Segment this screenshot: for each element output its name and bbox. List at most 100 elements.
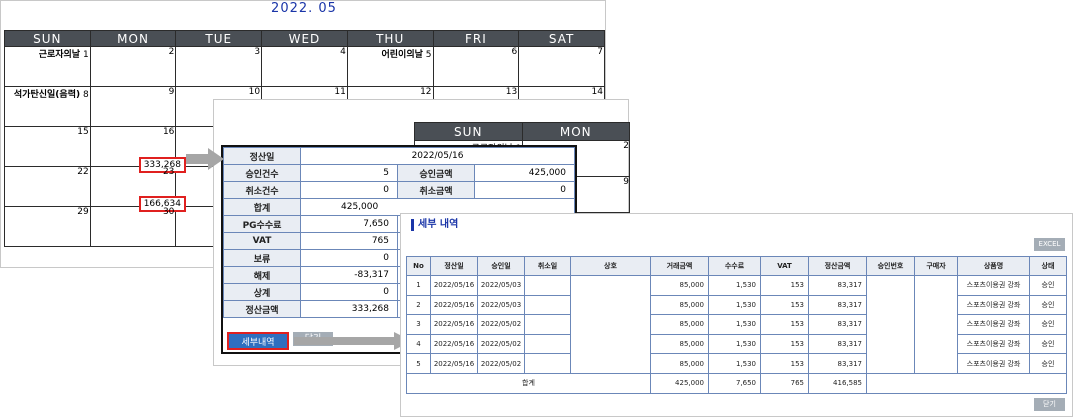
weekday-mon: MON xyxy=(90,31,176,47)
close-button[interactable]: 닫기 xyxy=(1034,398,1065,411)
approve-amount-label: 승인금액 xyxy=(398,165,475,182)
table-row: 5 2022/05/16 2022/05/02 85,000 1,530 153… xyxy=(407,354,1067,374)
day-cell[interactable]: 30 xyxy=(90,207,176,247)
excel-export-button[interactable]: EXCEL xyxy=(1034,238,1065,251)
release-value: -83,317 xyxy=(301,267,398,284)
column-header: 승인일 xyxy=(478,257,525,276)
column-header: 구매자 xyxy=(915,257,958,276)
total-amount: 425,000 xyxy=(651,373,709,393)
vat-value: 765 xyxy=(301,233,398,250)
table-row: 3 2022/05/16 2022/05/02 85,000 1,530 153… xyxy=(407,315,1067,335)
column-header: No xyxy=(407,257,431,276)
day-cell[interactable]: 4 xyxy=(262,47,348,87)
column-header: 상호 xyxy=(571,257,651,276)
day-cell[interactable]: 23 166,634 xyxy=(90,167,176,207)
day-number: 14 xyxy=(592,87,603,97)
day-cell[interactable]: 22 xyxy=(5,167,91,207)
total-settle-amount: 416,585 xyxy=(809,373,867,393)
day-number: 29 xyxy=(77,207,88,217)
settle-date-label: 정산일 xyxy=(224,148,301,165)
day-number: 6 xyxy=(511,47,517,57)
column-header: 정산금액 xyxy=(809,257,867,276)
approve-count-label: 승인건수 xyxy=(224,165,301,182)
weekday-wed: WED xyxy=(262,31,348,47)
cancel-count-label: 취소건수 xyxy=(224,182,301,199)
cancel-amount-label: 취소금액 xyxy=(398,182,475,199)
day-cell[interactable]: 16 333,268 xyxy=(90,127,176,167)
detail-panel: 세부 내역 EXCEL No 정산일 승인일 취소일 상호 거래금액 수수료 V… xyxy=(400,213,1073,417)
day-cell[interactable]: 어린이의날 5 xyxy=(347,47,433,87)
cancel-amount-value: 0 xyxy=(475,182,575,199)
weekday-sun: SUN xyxy=(415,123,523,141)
day-cell[interactable]: 15 xyxy=(5,127,91,167)
day-number: 16 xyxy=(163,127,174,137)
table-row: 1 2022/05/16 2022/05/03 85,000 1,530 153… xyxy=(407,276,1067,296)
day-number: 15 xyxy=(77,127,88,137)
day-number: 22 xyxy=(77,167,88,177)
pg-fee-label: PG수수료 xyxy=(224,216,301,233)
settle-amount-value: 333,268 xyxy=(301,301,398,318)
total-label: 합계 xyxy=(407,373,651,393)
day-cell[interactable]: 석가탄신일(음력) 8 xyxy=(5,87,91,127)
column-header: 거래금액 xyxy=(651,257,709,276)
offset-label: 상계 xyxy=(224,284,301,301)
day-number: 12 xyxy=(420,87,431,97)
offset-value: 0 xyxy=(301,284,398,301)
detail-button[interactable]: 세부내역 xyxy=(227,332,289,350)
settle-amount-label: 정산금액 xyxy=(224,301,301,318)
total-fee: 7,650 xyxy=(709,373,761,393)
day-cell[interactable]: 7 xyxy=(519,47,605,87)
hold-value: 0 xyxy=(301,250,398,267)
day-cell[interactable]: 6 xyxy=(433,47,519,87)
day-cell[interactable]: 3 xyxy=(176,47,262,87)
day-cell[interactable]: 2 xyxy=(90,47,176,87)
weekday-thu: THU xyxy=(347,31,433,47)
total-row: 합계 425,000 7,650 765 416,585 xyxy=(407,373,1067,393)
holiday-label: 석가탄신일(음력) xyxy=(14,90,80,100)
column-header: VAT xyxy=(761,257,809,276)
holiday-label: 근로자의날 xyxy=(39,50,80,60)
day-cell[interactable]: 29 xyxy=(5,207,91,247)
weekday-sat: SAT xyxy=(519,31,605,47)
weekday-mon: MON xyxy=(522,123,630,141)
arrow-right-icon xyxy=(184,146,226,172)
column-header: 취소일 xyxy=(525,257,571,276)
day-number: 10 xyxy=(249,87,260,97)
day-number: 11 xyxy=(334,87,345,97)
weekday-fri: FRI xyxy=(433,31,519,47)
day-number: 1 xyxy=(83,50,89,60)
vat-label: VAT xyxy=(224,233,301,250)
column-header: 상품명 xyxy=(958,257,1030,276)
pg-fee-value: 7,650 xyxy=(301,216,398,233)
column-header: 승인번호 xyxy=(867,257,915,276)
approve-count-value: 5 xyxy=(301,165,398,182)
approve-amount-value: 425,000 xyxy=(475,165,575,182)
day-number: 8 xyxy=(83,90,89,100)
total-vat: 765 xyxy=(761,373,809,393)
weekday-tue: TUE xyxy=(176,31,262,47)
holiday-label: 어린이의날 xyxy=(382,50,423,60)
cancel-count-value: 0 xyxy=(301,182,398,199)
table-row: 4 2022/05/16 2022/05/02 85,000 1,530 153… xyxy=(407,334,1067,354)
arrow-right-icon xyxy=(292,330,416,352)
day-cell[interactable]: 9 xyxy=(90,87,176,127)
day-number: 7 xyxy=(597,47,603,57)
detail-table: No 정산일 승인일 취소일 상호 거래금액 수수료 VAT 정산금액 승인번호… xyxy=(406,256,1067,394)
settle-date-value: 2022/05/16 xyxy=(301,148,575,165)
day-cell[interactable]: 근로자의날 1 xyxy=(5,47,91,87)
column-header: 정산일 xyxy=(431,257,478,276)
day-number: 30 xyxy=(163,207,174,217)
total-label: 합계 xyxy=(224,199,301,216)
calendar-title: 2022. 05 xyxy=(1,1,607,17)
column-header: 수수료 xyxy=(709,257,761,276)
day-number: 13 xyxy=(506,87,517,97)
day-number: 9 xyxy=(169,87,175,97)
day-number: 4 xyxy=(340,47,346,57)
day-number: 23 xyxy=(163,167,174,177)
table-row: 2 2022/05/16 2022/05/03 85,000 1,530 153… xyxy=(407,295,1067,315)
detail-title: 세부 내역 xyxy=(411,219,458,231)
day-number: 5 xyxy=(426,50,432,60)
hold-label: 보류 xyxy=(224,250,301,267)
weekday-sun: SUN xyxy=(5,31,91,47)
release-label: 해제 xyxy=(224,267,301,284)
